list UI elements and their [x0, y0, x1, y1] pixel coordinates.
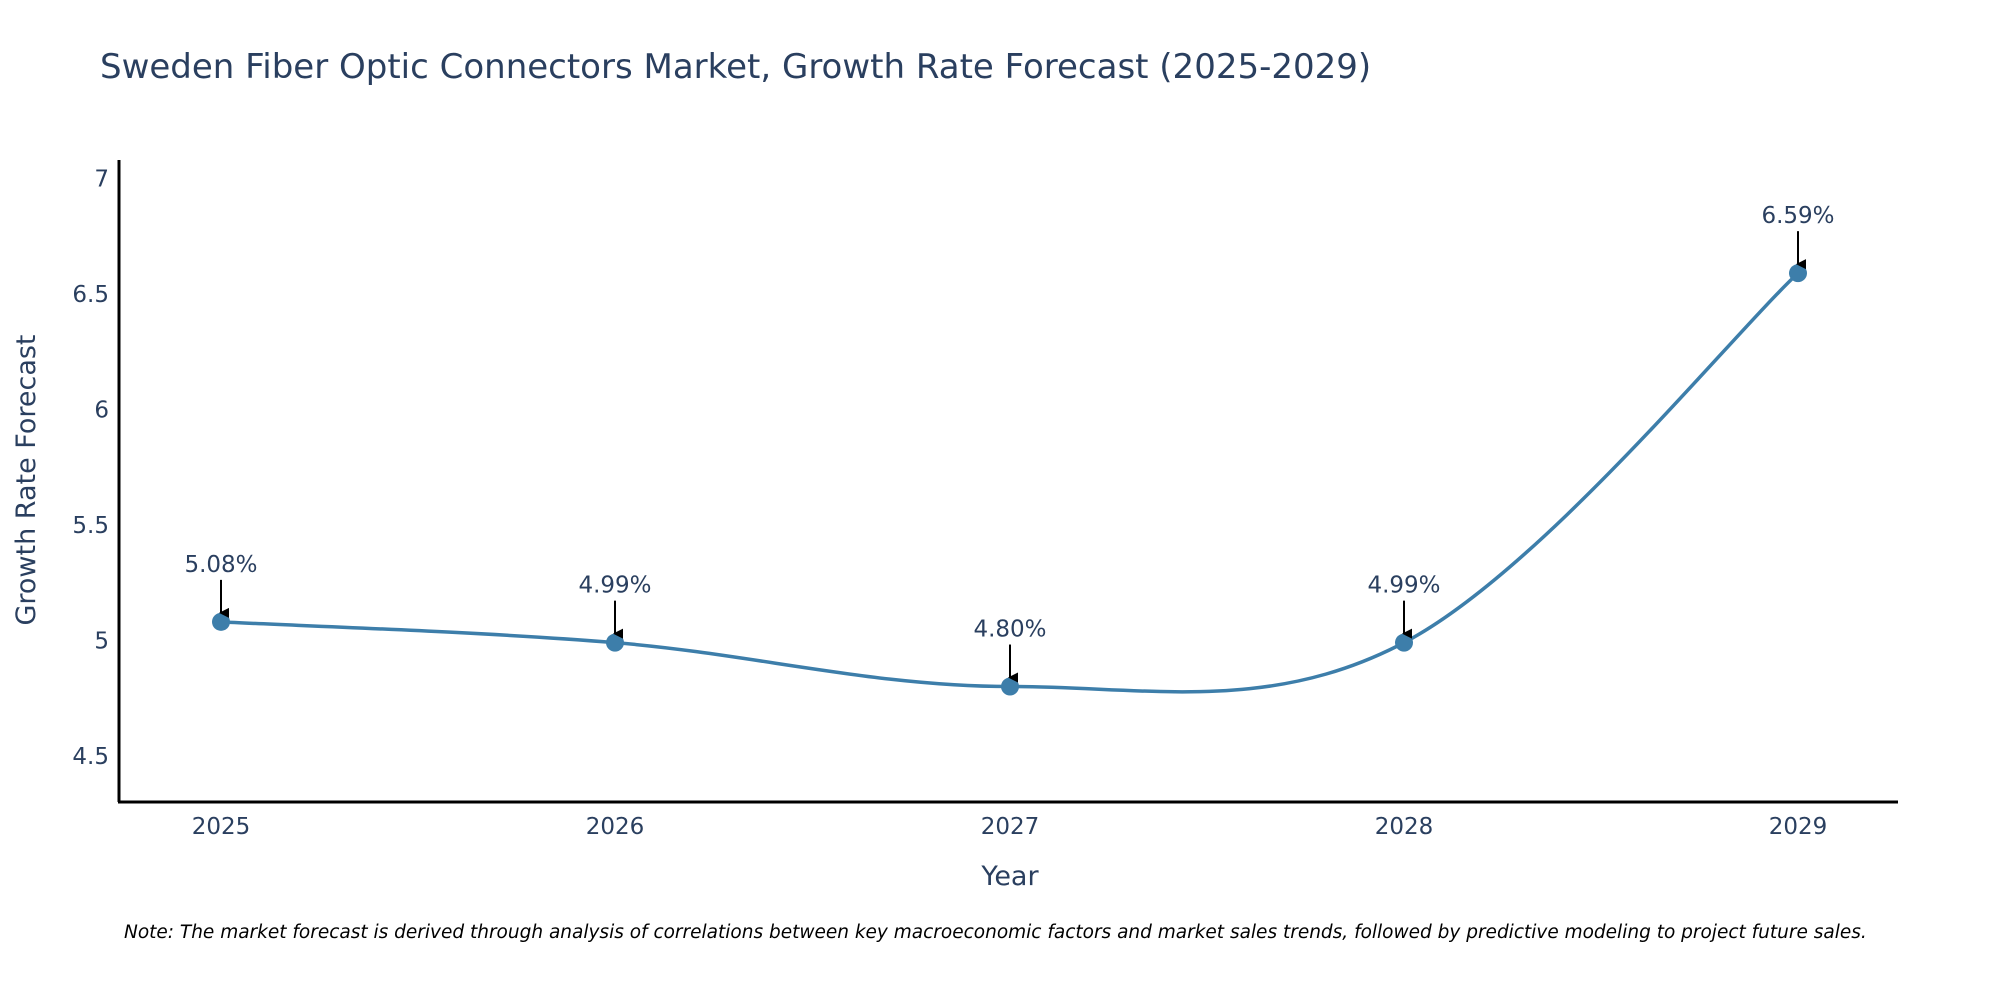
data-label: 4.99%: [578, 573, 651, 599]
data-point-marker: [1395, 633, 1413, 652]
data-label: 5.08%: [184, 552, 257, 578]
x-tick-label: 2027: [981, 814, 1040, 840]
chart-title: Sweden Fiber Optic Connectors Market, Gr…: [100, 47, 1371, 87]
y-axis-title: Growth Rate Forecast: [11, 334, 42, 625]
data-label: 4.80%: [973, 617, 1046, 643]
data-point-marker: [606, 633, 624, 652]
footnote: Note: The market forecast is derived thr…: [124, 922, 1867, 943]
data-point-marker: [1789, 264, 1807, 283]
x-tick-label: 2026: [586, 814, 645, 840]
data-label: 6.59%: [1761, 203, 1834, 229]
series-line: [220, 271, 1800, 694]
x-tick-label: 2029: [1769, 814, 1828, 840]
x-tick-label: 2028: [1375, 814, 1434, 840]
y-tick-label: 5.5: [72, 513, 109, 539]
data-point-marker: [212, 612, 230, 631]
y-tick-label: 4.5: [72, 744, 109, 770]
y-tick-label: 5: [94, 628, 109, 654]
y-tick-label: 7: [94, 166, 109, 192]
x-tick-label: 2025: [192, 814, 251, 840]
data-point-marker: [1001, 677, 1019, 696]
x-axis-title: Year: [980, 861, 1039, 892]
y-tick-label: 6: [94, 397, 109, 423]
data-label: 4.99%: [1367, 573, 1440, 599]
y-tick-label: 6.5: [72, 282, 109, 308]
